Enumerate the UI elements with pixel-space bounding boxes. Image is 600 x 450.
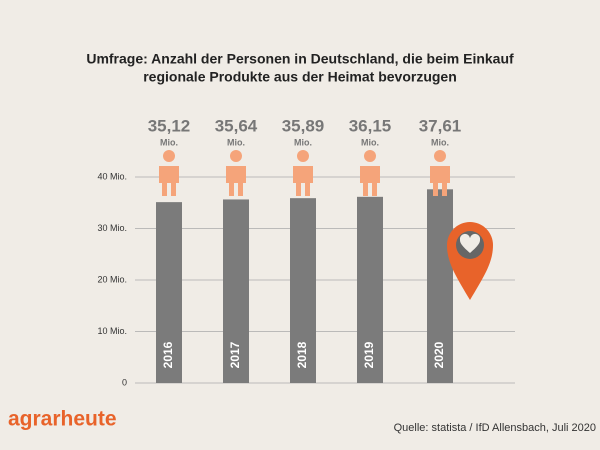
x-tick-label: 2017 xyxy=(228,341,242,368)
person-head xyxy=(297,150,309,162)
value-unit: Mio. xyxy=(431,137,449,147)
value-label: 35,89 xyxy=(282,116,325,135)
person-icon xyxy=(430,150,450,196)
logo: agrarheute xyxy=(8,408,117,431)
map-pin xyxy=(447,222,493,300)
y-tick-label: 10 Mio. xyxy=(97,326,127,336)
bar xyxy=(156,202,182,383)
y-tick-label: 30 Mio. xyxy=(97,223,127,233)
person-icon xyxy=(293,150,313,196)
bar xyxy=(427,189,453,383)
bar xyxy=(357,196,383,383)
chart-title: regionale Produkte aus der Heimat bevorz… xyxy=(143,69,457,85)
value-unit: Mio. xyxy=(294,137,312,147)
person-head xyxy=(364,150,376,162)
x-tick-label: 2018 xyxy=(295,341,309,368)
bar xyxy=(290,198,316,383)
value-label: 37,61 xyxy=(419,116,462,135)
value-unit: Mio. xyxy=(361,137,379,147)
person-icon xyxy=(360,150,380,196)
value-label: 35,64 xyxy=(215,116,258,135)
pin-heart xyxy=(459,233,481,253)
value-label: 35,12 xyxy=(148,116,191,135)
value-label: 36,15 xyxy=(349,116,392,135)
person-body xyxy=(293,166,313,196)
person-icon xyxy=(226,150,246,196)
chart-title: Umfrage: Anzahl der Personen in Deutschl… xyxy=(86,51,514,67)
person-body xyxy=(360,166,380,196)
person-body xyxy=(159,166,179,196)
bar xyxy=(223,199,249,383)
value-unit: Mio. xyxy=(227,137,245,147)
person-head xyxy=(230,150,242,162)
y-tick-label: 40 Mio. xyxy=(97,171,127,181)
person-head xyxy=(163,150,175,162)
y-tick-label: 0 xyxy=(122,377,127,387)
x-tick-label: 2016 xyxy=(161,341,175,368)
y-tick-label: 20 Mio. xyxy=(97,274,127,284)
x-tick-label: 2020 xyxy=(432,341,446,368)
value-unit: Mio. xyxy=(160,137,178,147)
x-tick-label: 2019 xyxy=(362,341,376,368)
source: Quelle: statista / IfD Allensbach, Juli … xyxy=(394,422,596,434)
person-icon xyxy=(159,150,179,196)
person-body xyxy=(430,166,450,196)
person-body xyxy=(226,166,246,196)
person-head xyxy=(434,150,446,162)
